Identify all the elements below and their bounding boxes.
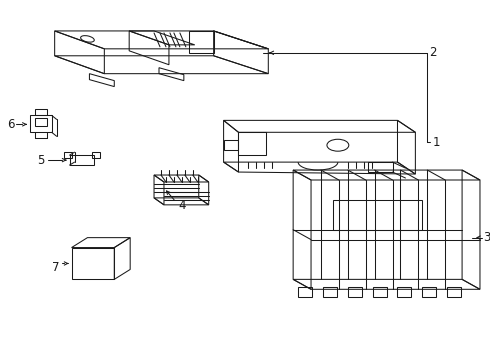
Text: 5: 5 [37,154,45,167]
Bar [373,287,387,297]
Bar [35,109,47,116]
Bar [397,287,412,297]
Bar [298,287,312,297]
Bar [35,118,47,126]
Text: 6: 6 [7,118,15,131]
Text: 7: 7 [52,261,60,274]
Bar [447,287,461,297]
Bar [323,287,337,297]
Text: 4: 4 [178,199,185,212]
Bar [348,287,362,297]
Text: 3: 3 [483,231,490,244]
Bar [422,287,436,297]
Text: 2: 2 [429,46,437,59]
Text: 1: 1 [432,136,440,149]
Bar [93,152,100,158]
Bar [64,152,72,158]
